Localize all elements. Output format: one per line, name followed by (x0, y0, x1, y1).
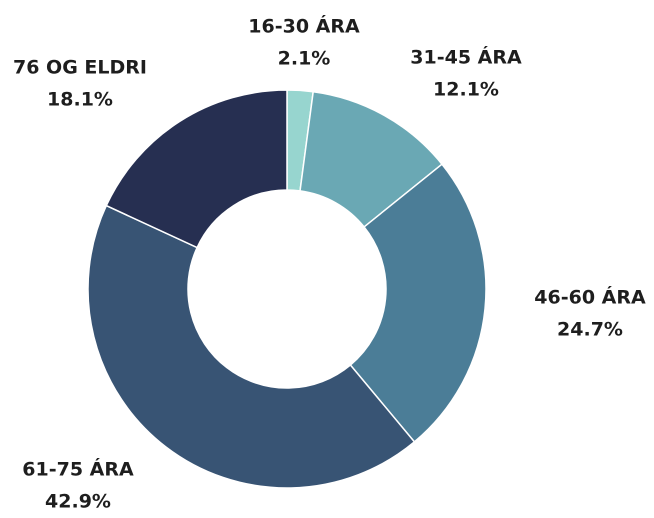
category-label: 76 OG ELDRI (13, 57, 147, 79)
donut-segment (349, 163, 487, 443)
value-label: 42.9% (45, 491, 111, 513)
category-label: 46-60 ÁRA (534, 286, 646, 309)
category-label: 31-45 ÁRA (410, 46, 522, 69)
donut-segment (105, 89, 288, 249)
category-label: 61-75 ÁRA (22, 458, 134, 481)
donut-segment (87, 204, 416, 489)
value-label: 24.7% (557, 319, 623, 341)
category-label: 16-30 ÁRA (248, 15, 360, 38)
value-label: 12.1% (433, 79, 499, 101)
value-label: 2.1% (278, 48, 331, 70)
value-label: 18.1% (47, 89, 113, 111)
